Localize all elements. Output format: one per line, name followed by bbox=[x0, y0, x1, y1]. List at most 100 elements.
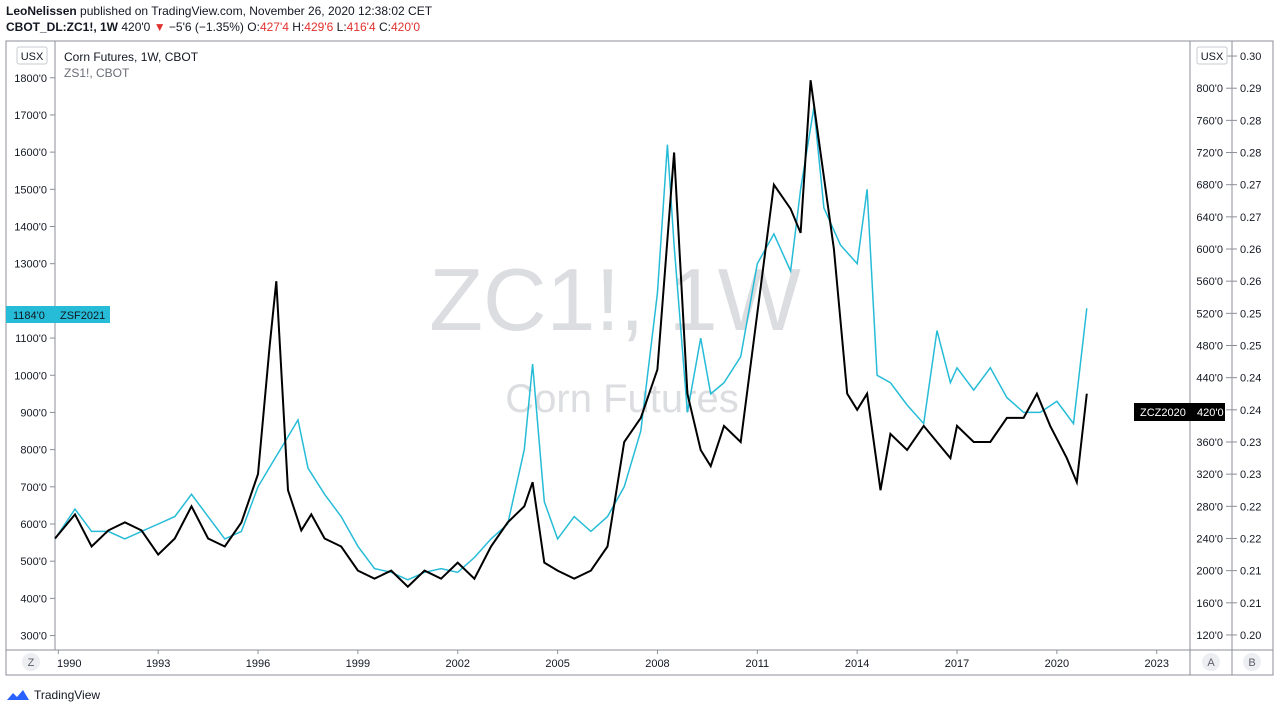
left-tick-label: 1800'0 bbox=[14, 73, 47, 85]
right-tick-label: 0.22 bbox=[1240, 501, 1261, 513]
mid-tick-label: 320'0 bbox=[1196, 469, 1223, 481]
left-tick-label: 1400'0 bbox=[14, 222, 47, 234]
right-tick-label: 0.30 bbox=[1240, 51, 1261, 63]
low-label: L: bbox=[336, 20, 347, 34]
right-tick-label: 0.27 bbox=[1240, 212, 1261, 224]
right-tick-label: 0.22 bbox=[1240, 533, 1261, 545]
left-unit-button[interactable] bbox=[16, 46, 48, 65]
soy-price-tag bbox=[6, 306, 110, 323]
close-value: 420'0 bbox=[391, 20, 420, 34]
right-tick-label: 0.26 bbox=[1240, 244, 1261, 256]
time-tick-label: 1999 bbox=[346, 658, 370, 670]
corn-series-line bbox=[54, 80, 1088, 589]
left-unit-label: USX bbox=[21, 51, 44, 63]
low-value: 416'4 bbox=[346, 20, 376, 34]
time-tick-label: 2017 bbox=[945, 658, 969, 670]
chart-panel: ZC1!, 1W Corn Futures 300'0 400'0 500'0 600… bbox=[0, 40, 1280, 676]
high-value: 429'6 bbox=[304, 20, 334, 34]
mid-tick-label: 680'0 bbox=[1196, 180, 1223, 192]
right-tick-label: 0.21 bbox=[1240, 566, 1261, 578]
series-legend-soy[interactable]: ZS1!, CBOT bbox=[64, 66, 130, 80]
right-tick-label: 0.23 bbox=[1240, 469, 1261, 481]
last-price: 420'0 bbox=[121, 20, 151, 34]
time-tick-label: 2005 bbox=[545, 658, 569, 670]
symbol-label: CBOT_DL:ZC1!, 1W bbox=[6, 20, 118, 34]
mid-tick-label: 360'0 bbox=[1196, 437, 1223, 449]
publish-info: published on TradingView.com, November 2… bbox=[80, 4, 433, 18]
right-tick-label: 0.25 bbox=[1240, 308, 1261, 320]
right-tick-label: 0.23 bbox=[1240, 437, 1261, 449]
right-unit-label: USX bbox=[1201, 51, 1224, 63]
right-tick-label: 0.28 bbox=[1240, 115, 1261, 127]
time-tick-label: 2014 bbox=[845, 658, 869, 670]
mid-tick-label: 520'0 bbox=[1196, 308, 1223, 320]
zoom-button[interactable] bbox=[22, 653, 40, 671]
mid-tick-label: 440'0 bbox=[1196, 373, 1223, 385]
mid-tick-label: 280'0 bbox=[1196, 501, 1223, 513]
b-scale-button[interactable] bbox=[1243, 653, 1261, 671]
mid-price-scale[interactable]: 120'0160'0200'0240'0280'0320'0360'0400'0… bbox=[1196, 51, 1232, 642]
mid-tick-label: 640'0 bbox=[1196, 212, 1223, 224]
time-tick-label: 2011 bbox=[745, 658, 769, 670]
chart-svg[interactable]: ZC1!, 1W Corn Futures 300'0 400'0 500'0 600… bbox=[0, 40, 1280, 676]
right-tick-label: 0.24 bbox=[1240, 373, 1261, 385]
open-value: 427'4 bbox=[259, 20, 289, 34]
watermark-description: Corn Futures bbox=[505, 377, 738, 421]
right-price-scale[interactable]: 0.20 0.21 0.21 0.22 0.22 0.23 0.23 0.24 0.24 0.25… bbox=[1232, 51, 1261, 642]
right-tick-label: 0.20 bbox=[1240, 630, 1261, 642]
right-tick-label: 0.24 bbox=[1240, 405, 1261, 417]
right-unit-button[interactable] bbox=[1196, 46, 1228, 65]
time-tick-label: 2023 bbox=[1144, 658, 1168, 670]
corn-tag-value: 420'0 bbox=[1197, 407, 1224, 419]
mid-tick-label: 160'0 bbox=[1196, 598, 1223, 610]
b-scale-label: B bbox=[1248, 657, 1255, 669]
left-tick-label: 300'0 bbox=[20, 631, 47, 643]
left-tick-label: 400'0 bbox=[20, 593, 47, 605]
change-arrow-icon: ▼ bbox=[153, 20, 166, 34]
series-legend-corn[interactable]: Corn Futures, 1W, CBOT bbox=[64, 50, 199, 64]
mid-tick-label: 720'0 bbox=[1196, 148, 1223, 160]
watermark-symbol: ZC1!, 1W bbox=[429, 250, 801, 349]
open-label: O: bbox=[247, 20, 260, 34]
mid-tick-label: 760'0 bbox=[1196, 115, 1223, 127]
publish-line: LeoNelissen published on TradingView.com… bbox=[6, 4, 432, 18]
left-tick-label: 1600'0 bbox=[14, 147, 47, 159]
auto-scale-label: A bbox=[1207, 657, 1215, 669]
mid-tick-label: 800'0 bbox=[1196, 83, 1223, 95]
time-tick-label: 2002 bbox=[445, 658, 469, 670]
left-tick-label: 900'0 bbox=[20, 407, 47, 419]
left-tick-label: 500'0 bbox=[20, 556, 47, 568]
chart-frame bbox=[5, 40, 1274, 676]
right-tick-label: 0.27 bbox=[1240, 180, 1261, 192]
high-label: H: bbox=[292, 20, 305, 34]
right-tick-label: 0.29 bbox=[1240, 83, 1261, 95]
author-name[interactable]: LeoNelissen bbox=[6, 4, 77, 18]
corn-tag-name: ZCZ2020 bbox=[1140, 407, 1186, 419]
left-tick-label: 1500'0 bbox=[14, 184, 47, 196]
mid-tick-label: 480'0 bbox=[1196, 341, 1223, 353]
soybean-series-line bbox=[54, 107, 1088, 581]
time-tick-label: 2020 bbox=[1045, 658, 1069, 670]
tradingview-brand: TradingView bbox=[34, 688, 101, 702]
right-tick-label: 0.28 bbox=[1240, 148, 1261, 160]
left-price-scale[interactable]: 300'0 400'0 500'0 600'0 700'0 800'0 900'0 1000'… bbox=[14, 73, 55, 643]
tradingview-footer[interactable]: TradingView bbox=[6, 686, 100, 704]
soy-tag-name: ZSF2021 bbox=[60, 310, 105, 322]
price-change: −5'6 (−1.35%) bbox=[168, 20, 244, 34]
soy-tag-value: 1184'0 bbox=[13, 310, 45, 322]
time-scale[interactable]: 1990 1993 1996 1999 2002 2005 2008 2011 2014 2017… bbox=[57, 650, 1169, 670]
left-tick-label: 1000'0 bbox=[14, 370, 47, 382]
right-tick-label: 0.21 bbox=[1240, 598, 1261, 610]
left-tick-label: 700'0 bbox=[20, 482, 47, 494]
auto-scale-button[interactable] bbox=[1202, 653, 1220, 671]
mid-tick-label: 200'0 bbox=[1196, 566, 1223, 578]
left-tick-label: 800'0 bbox=[20, 445, 47, 457]
corn-price-tag bbox=[1134, 403, 1225, 421]
left-tick-label: 1700'0 bbox=[14, 110, 47, 122]
mid-tick-label: 560'0 bbox=[1196, 276, 1223, 288]
mid-tick-label: 240'0 bbox=[1196, 533, 1223, 545]
right-tick-label: 0.26 bbox=[1240, 276, 1261, 288]
left-tick-label: 1100'0 bbox=[15, 333, 47, 345]
mid-tick-label: 600'0 bbox=[1196, 244, 1223, 256]
close-label: C: bbox=[379, 20, 391, 34]
